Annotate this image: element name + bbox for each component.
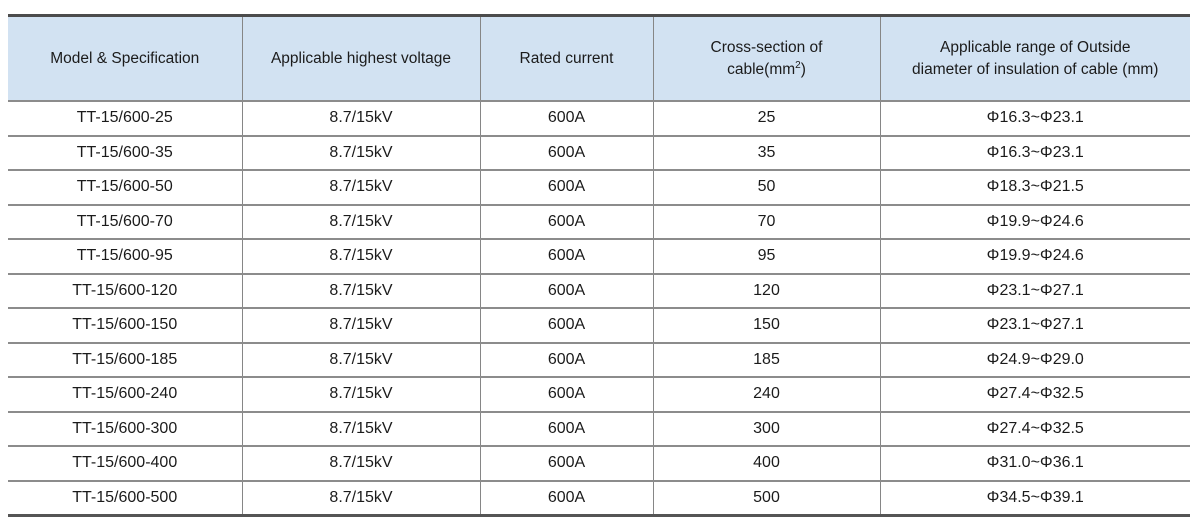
header-label-model: Model & Specification <box>50 49 200 67</box>
cell-diameter-range: Φ16.3~Φ23.1 <box>880 135 1190 171</box>
cell-current: 600A <box>480 480 654 517</box>
cell-current: 600A <box>480 204 654 240</box>
cell-cross-section: 70 <box>653 204 881 240</box>
cell-cross-section: 185 <box>653 342 881 378</box>
table-row: TT-15/600-50 8.7/15kV 600A 50 Φ18.3~Φ21.5 <box>8 170 1190 206</box>
cell-voltage: 8.7/15kV <box>242 101 481 137</box>
cell-cross-section: 300 <box>653 411 881 447</box>
cell-diameter-range: Φ19.9~Φ24.6 <box>880 239 1190 275</box>
table-row: TT-15/600-500 8.7/15kV 600A 500 Φ34.5~Φ39.1 <box>8 480 1190 517</box>
cell-model: TT-15/600-300 <box>8 411 243 447</box>
table-row: TT-15/600-300 8.7/15kV 600A 300 Φ27.4~Φ32.5 <box>8 411 1190 447</box>
cell-voltage: 8.7/15kV <box>242 308 481 344</box>
table-row: TT-15/600-240 8.7/15kV 600A 240 Φ27.4~Φ32.5 <box>8 377 1190 413</box>
header-cell-diameter-range: Applicable range of Outside diameter of … <box>880 15 1190 102</box>
table-row: TT-15/600-70 8.7/15kV 600A 70 Φ19.9~Φ24.6 <box>8 204 1190 240</box>
header-label-current: Rated current <box>519 49 614 67</box>
cell-cross-section: 400 <box>653 446 881 482</box>
cell-current: 600A <box>480 377 654 413</box>
cell-diameter-range: Φ27.4~Φ32.5 <box>880 411 1190 447</box>
cell-model: TT-15/600-35 <box>8 135 243 171</box>
cell-cross-section: 95 <box>653 239 881 275</box>
cell-model: TT-15/600-120 <box>8 273 243 309</box>
cell-cross-section: 25 <box>653 101 881 137</box>
header-cell-voltage: Applicable highest voltage <box>242 15 481 102</box>
table-row: TT-15/600-400 8.7/15kV 600A 400 Φ31.0~Φ36.1 <box>8 446 1190 482</box>
header-label-cross-section-sup: 2 <box>795 59 801 71</box>
cell-diameter-range: Φ18.3~Φ21.5 <box>880 170 1190 206</box>
cell-model: TT-15/600-25 <box>8 101 243 137</box>
table-row: TT-15/600-185 8.7/15kV 600A 185 Φ24.9~Φ29.0 <box>8 342 1190 378</box>
spec-table-container: Model & Specification Applicable highest… <box>8 14 1190 517</box>
header-label-diameter-range-line2: diameter of insulation of cable (mm) <box>912 60 1159 78</box>
cell-voltage: 8.7/15kV <box>242 170 481 206</box>
cell-model: TT-15/600-185 <box>8 342 243 378</box>
cell-cross-section: 150 <box>653 308 881 344</box>
header-label-cross-section-close: ) <box>800 60 806 78</box>
header-label-voltage: Applicable highest voltage <box>270 49 452 67</box>
table-row: TT-15/600-25 8.7/15kV 600A 25 Φ16.3~Φ23.1 <box>8 101 1190 137</box>
cell-voltage: 8.7/15kV <box>242 135 481 171</box>
cell-voltage: 8.7/15kV <box>242 239 481 275</box>
cell-current: 600A <box>480 170 654 206</box>
cell-voltage: 8.7/15kV <box>242 446 481 482</box>
cell-current: 600A <box>480 273 654 309</box>
cell-diameter-range: Φ23.1~Φ27.1 <box>880 308 1190 344</box>
cell-current: 600A <box>480 342 654 378</box>
cell-cross-section: 120 <box>653 273 881 309</box>
header-cell-cross-section: Cross-section of cable(mm2) <box>653 15 881 102</box>
cell-cross-section: 500 <box>653 480 881 517</box>
table-row: TT-15/600-120 8.7/15kV 600A 120 Φ23.1~Φ27.1 <box>8 273 1190 309</box>
cell-model: TT-15/600-400 <box>8 446 243 482</box>
cell-model: TT-15/600-150 <box>8 308 243 344</box>
cell-current: 600A <box>480 135 654 171</box>
cell-voltage: 8.7/15kV <box>242 377 481 413</box>
header-label-diameter-range-line1: Applicable range of Outside <box>940 38 1131 56</box>
cell-model: TT-15/600-50 <box>8 170 243 206</box>
cell-diameter-range: Φ23.1~Φ27.1 <box>880 273 1190 309</box>
cell-diameter-range: Φ19.9~Φ24.6 <box>880 204 1190 240</box>
cell-cross-section: 50 <box>653 170 881 206</box>
cell-voltage: 8.7/15kV <box>242 411 481 447</box>
cell-voltage: 8.7/15kV <box>242 273 481 309</box>
cell-diameter-range: Φ34.5~Φ39.1 <box>880 480 1190 517</box>
header-row: Model & Specification Applicable highest… <box>8 15 1190 102</box>
cell-current: 600A <box>480 446 654 482</box>
cell-current: 600A <box>480 411 654 447</box>
cell-current: 600A <box>480 101 654 137</box>
table-row: TT-15/600-35 8.7/15kV 600A 35 Φ16.3~Φ23.1 <box>8 135 1190 171</box>
table-row: TT-15/600-150 8.7/15kV 600A 150 Φ23.1~Φ27.1 <box>8 308 1190 344</box>
header-label-cross-section-line2: cable(mm <box>727 60 796 78</box>
table-row: TT-15/600-95 8.7/15kV 600A 95 Φ19.9~Φ24.6 <box>8 239 1190 275</box>
cell-model: TT-15/600-95 <box>8 239 243 275</box>
header-cell-model: Model & Specification <box>8 15 243 102</box>
cell-current: 600A <box>480 239 654 275</box>
cell-model: TT-15/600-240 <box>8 377 243 413</box>
table-header: Model & Specification Applicable highest… <box>8 15 1190 102</box>
cell-current: 600A <box>480 308 654 344</box>
cell-diameter-range: Φ31.0~Φ36.1 <box>880 446 1190 482</box>
table-body: TT-15/600-25 8.7/15kV 600A 25 Φ16.3~Φ23.1 TT-… <box>8 101 1190 517</box>
cell-voltage: 8.7/15kV <box>242 342 481 378</box>
cell-diameter-range: Φ27.4~Φ32.5 <box>880 377 1190 413</box>
cell-cross-section: 35 <box>653 135 881 171</box>
spec-table: Model & Specification Applicable highest… <box>8 14 1190 517</box>
cell-diameter-range: Φ16.3~Φ23.1 <box>880 101 1190 137</box>
header-cell-current: Rated current <box>480 15 654 102</box>
header-label-cross-section-line1: Cross-section of <box>710 38 823 56</box>
cell-model: TT-15/600-500 <box>8 480 243 517</box>
cell-voltage: 8.7/15kV <box>242 480 481 517</box>
cell-voltage: 8.7/15kV <box>242 204 481 240</box>
cell-cross-section: 240 <box>653 377 881 413</box>
cell-model: TT-15/600-70 <box>8 204 243 240</box>
cell-diameter-range: Φ24.9~Φ29.0 <box>880 342 1190 378</box>
